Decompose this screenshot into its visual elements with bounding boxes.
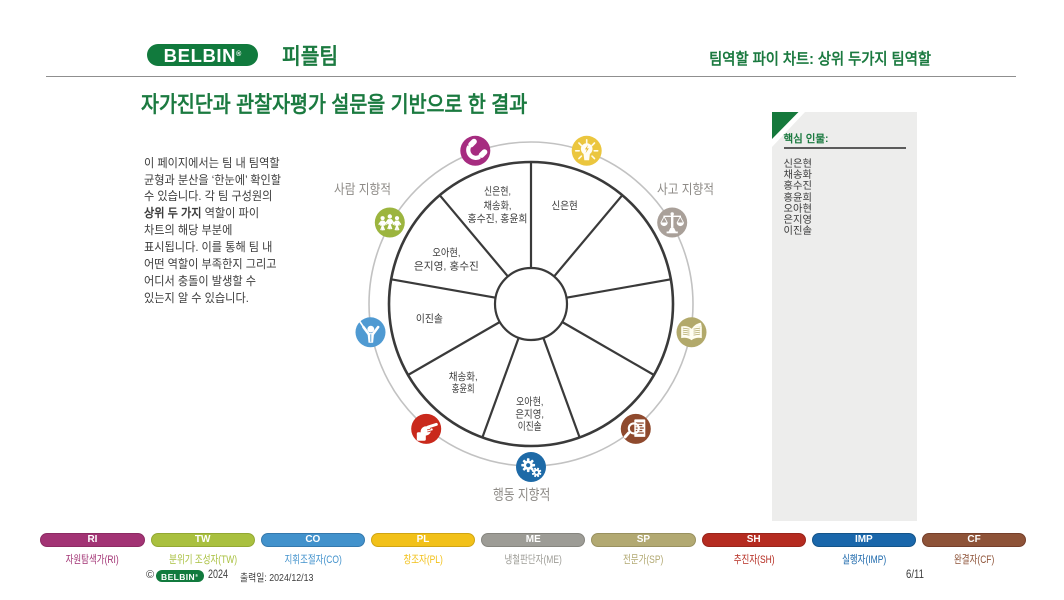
svg-text:홍수진, 홍윤희: 홍수진, 홍윤희	[468, 212, 528, 225]
svg-text:은지영, 홍수진: 은지영, 홍수진	[414, 260, 479, 273]
svg-text:이진솔: 이진솔	[416, 313, 443, 325]
svg-text:이진솔: 이진솔	[518, 421, 542, 433]
svg-text:오아현,: 오아현,	[516, 396, 544, 408]
svg-text:은지영,: 은지영,	[515, 409, 544, 421]
svg-text:채송화,: 채송화,	[484, 200, 512, 212]
svg-text:채송화,: 채송화,	[449, 371, 478, 383]
svg-text:홍윤희: 홍윤희	[452, 382, 475, 395]
svg-text:신은현,: 신은현,	[484, 186, 511, 198]
svg-text:신은현: 신은현	[551, 200, 577, 212]
svg-text:오아현,: 오아현,	[432, 247, 460, 259]
